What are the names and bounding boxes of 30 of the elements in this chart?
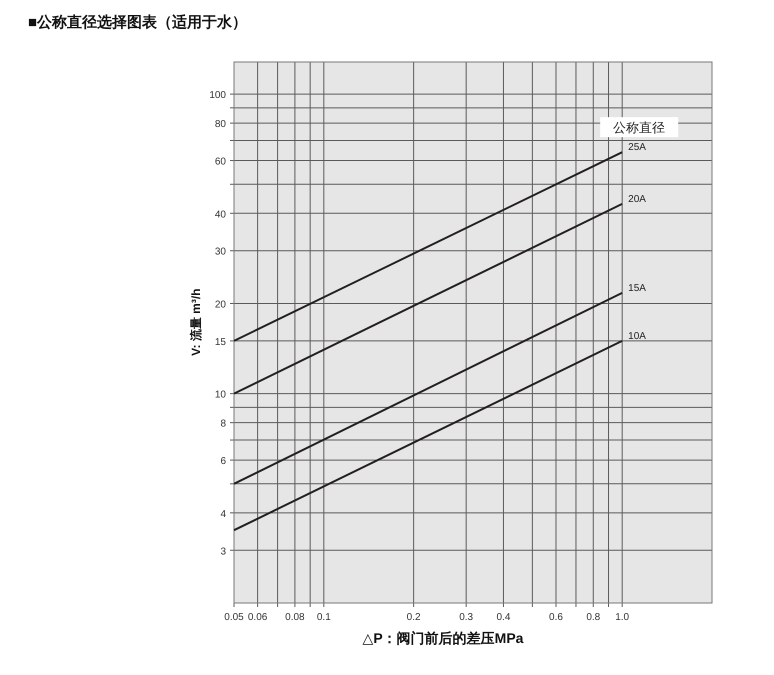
y-tick-label: 3 [220, 546, 226, 558]
series-label: 10A [628, 330, 646, 342]
y-tick-label: 6 [220, 456, 226, 468]
y-tick-label: 30 [214, 246, 226, 258]
y-tick-label: 40 [214, 209, 226, 220]
legend-title: 公称直径 [613, 120, 666, 136]
x-tick-label: 0.05 [224, 612, 244, 623]
x-axis-title: △P：阀门前后的差压MPa [362, 630, 524, 646]
x-tick-label: 0.4 [496, 612, 511, 623]
y-tick-label: 4 [220, 508, 226, 520]
series-label: 20A [628, 194, 646, 205]
y-tick-label: 100 [209, 90, 226, 102]
x-tick-label: 0.06 [248, 612, 268, 623]
x-tick-label: 0.2 [406, 612, 422, 623]
series-label: 15A [628, 282, 646, 294]
y-tick-label: 15 [214, 336, 226, 348]
y-tick-label: 80 [214, 119, 226, 130]
chart-title: ■公称直径选择图表（适用于水） [28, 14, 248, 31]
y-tick-label: 10 [214, 390, 226, 401]
x-tick-label: 0.6 [549, 612, 564, 623]
y-tick-label: 20 [214, 299, 226, 310]
x-tick-label: 1.0 [615, 612, 630, 623]
y-axis-title: V: 流量 m³/h [189, 288, 203, 356]
x-tick-label: 0.8 [586, 612, 601, 623]
series-label: 25A [628, 142, 646, 154]
y-tick-label: 8 [220, 418, 226, 430]
x-tick-label: 0.3 [459, 612, 474, 623]
x-tick-label: 0.08 [285, 612, 306, 623]
x-tick-label: 0.1 [316, 612, 332, 623]
y-tick-label: 60 [214, 156, 226, 168]
